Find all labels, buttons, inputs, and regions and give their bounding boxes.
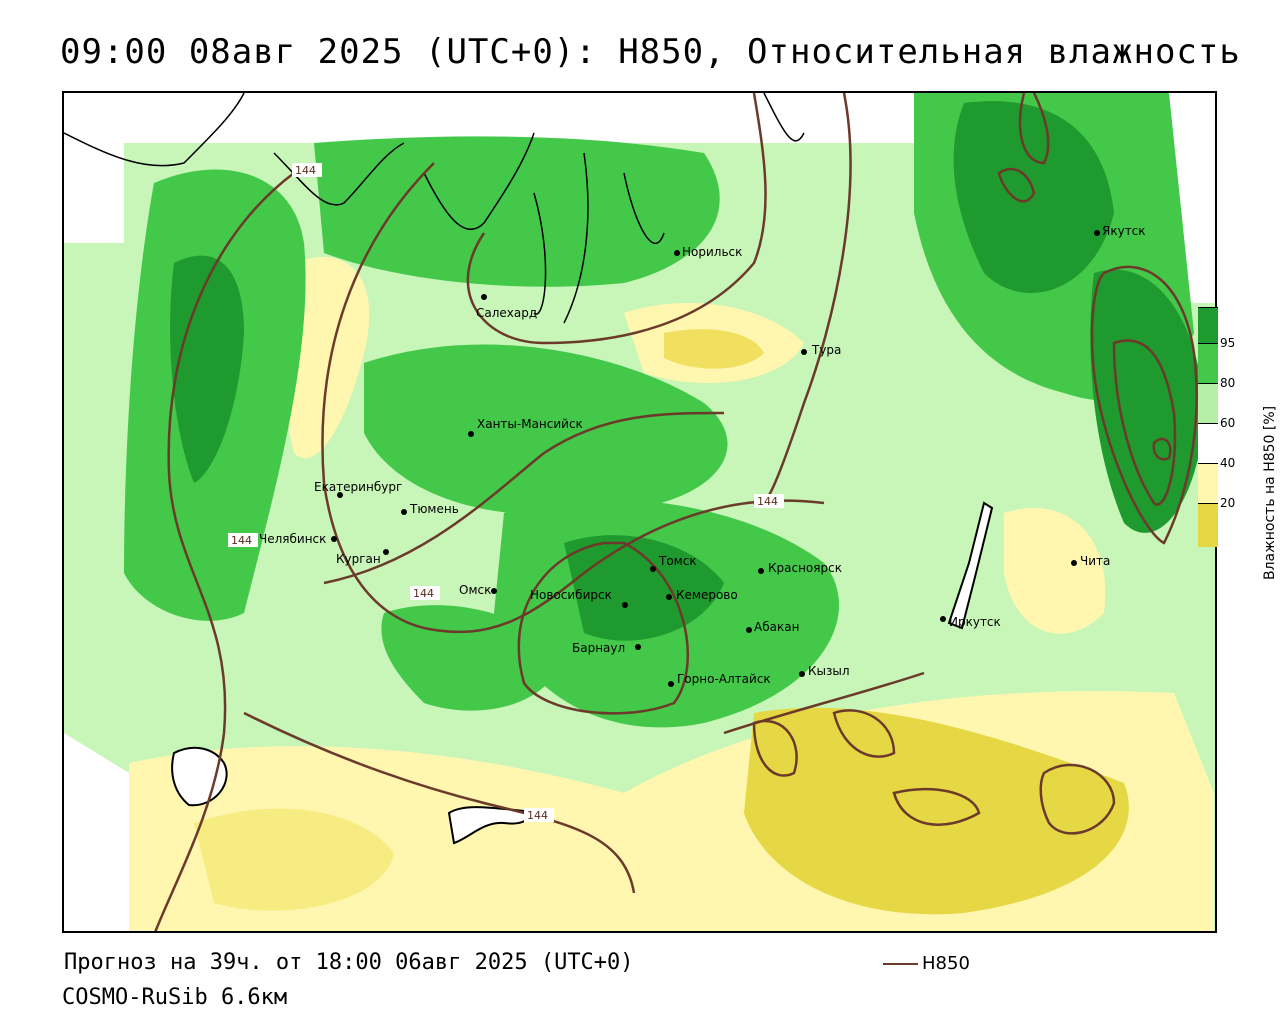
city-label: Екатеринбург bbox=[314, 480, 402, 494]
contour-legend-label: H850 bbox=[922, 953, 970, 974]
contour-line bbox=[323, 411, 725, 585]
city-dot bbox=[491, 588, 497, 594]
contour-line bbox=[243, 711, 636, 894]
colorbar-tick: 40 bbox=[1220, 456, 1236, 470]
city-label: Новосибирск bbox=[530, 588, 612, 602]
wet-zone-altai bbox=[381, 605, 564, 711]
city-dot bbox=[940, 616, 946, 622]
city-dot bbox=[1094, 230, 1100, 236]
city-dot bbox=[622, 602, 628, 608]
city-dot bbox=[674, 250, 680, 256]
city-dot bbox=[401, 509, 407, 515]
city-label: Горно-Алтайск bbox=[677, 672, 771, 686]
wet-zone-north bbox=[314, 136, 720, 287]
contour-label-144: 144 bbox=[527, 809, 548, 822]
city-dot bbox=[337, 492, 343, 498]
city-label: Салехард bbox=[476, 306, 537, 320]
city-label: Тюмень bbox=[409, 502, 459, 516]
dry-zone-north-core bbox=[664, 329, 764, 369]
map-panel: 144 144 144 144 144 Норильск Якутск Сале… bbox=[62, 91, 1217, 933]
contour-line bbox=[1152, 437, 1172, 461]
contour-label-144: 144 bbox=[413, 587, 434, 600]
colorbar-segment bbox=[1198, 307, 1218, 343]
city-dot bbox=[746, 627, 752, 633]
city-label: Норильск bbox=[682, 245, 742, 259]
city-dot bbox=[666, 594, 672, 600]
city-label: Тура bbox=[811, 343, 841, 357]
colorbar-segment bbox=[1198, 423, 1218, 463]
city-label: Челябинск bbox=[259, 532, 326, 546]
city-label: Кызыл bbox=[808, 664, 850, 678]
city-label: Чита bbox=[1080, 554, 1110, 568]
colorbar-tick: 95 bbox=[1220, 336, 1236, 350]
colorbar-tick: 60 bbox=[1220, 416, 1236, 430]
city-label: Абакан bbox=[754, 620, 799, 634]
contour-label-144: 144 bbox=[231, 534, 252, 547]
colorbar-tick: 20 bbox=[1220, 496, 1236, 510]
city-dot bbox=[650, 566, 656, 572]
contour-line bbox=[1039, 763, 1116, 835]
city-markers: Норильск Якутск Салехард Тура Ханты-Манс… bbox=[259, 224, 1146, 687]
contour-line bbox=[321, 162, 825, 634]
colorbar-segment bbox=[1198, 463, 1218, 503]
city-dot bbox=[635, 644, 641, 650]
contour-line bbox=[466, 93, 767, 345]
wet-zone-siberia-core bbox=[564, 535, 724, 641]
city-dot bbox=[468, 431, 474, 437]
lake-baikal bbox=[947, 501, 994, 630]
city-dot bbox=[383, 549, 389, 555]
colorbar-segment bbox=[1198, 343, 1218, 383]
contour-label-144: 144 bbox=[295, 164, 316, 177]
contour-line bbox=[723, 671, 925, 735]
city-label: Ханты-Мансийск bbox=[477, 417, 583, 431]
dry-zone-core bbox=[744, 707, 1129, 915]
dry-zone-east bbox=[1004, 507, 1106, 634]
forecast-info: Прогноз на 39ч. от 18:00 06авг 2025 (UTC… bbox=[64, 950, 634, 975]
city-label: Омск bbox=[459, 583, 491, 597]
city-dot bbox=[758, 568, 764, 574]
city-label: Кемерово bbox=[676, 588, 738, 602]
colorbar bbox=[1198, 307, 1218, 547]
city-label: Якутск bbox=[1102, 224, 1146, 238]
city-dot bbox=[481, 294, 487, 300]
lake-balkhash bbox=[447, 806, 529, 845]
contour-line bbox=[1018, 93, 1050, 165]
contour-labels: 144 144 144 144 144 bbox=[228, 163, 784, 822]
map-title: 09:00 08авг 2025 (UTC+0): H850, Относите… bbox=[60, 32, 1241, 72]
contour-line bbox=[997, 167, 1036, 203]
wet-zone-west-core bbox=[170, 255, 244, 483]
contour-line bbox=[892, 787, 981, 826]
coastline bbox=[64, 93, 805, 324]
contour-line bbox=[1090, 265, 1198, 545]
city-dot bbox=[331, 536, 337, 542]
city-label: Барнаул bbox=[572, 641, 625, 655]
dry-zone-west bbox=[194, 808, 394, 911]
contour-label-144: 144 bbox=[757, 495, 778, 508]
city-dot bbox=[1071, 560, 1077, 566]
contour-line bbox=[154, 172, 295, 931]
wet-zone-northeast-core bbox=[953, 101, 1114, 293]
colorbar-segment bbox=[1198, 383, 1218, 423]
model-name: COSMO-RuSib 6.6км bbox=[62, 985, 288, 1010]
h850-contours bbox=[154, 93, 1198, 931]
colorbar-title: Влажность на H850 [%] bbox=[1262, 405, 1278, 580]
city-label: Курган bbox=[336, 552, 381, 566]
contour-line bbox=[832, 709, 896, 758]
contour-legend-line bbox=[883, 963, 918, 965]
colorbar-tick: 80 bbox=[1220, 376, 1236, 390]
contour-line bbox=[752, 719, 798, 777]
city-label: Красноярск bbox=[768, 561, 842, 575]
wet-zone-central bbox=[364, 344, 728, 515]
contour-line bbox=[1112, 339, 1177, 506]
colorbar-segment bbox=[1198, 503, 1218, 547]
city-dot bbox=[801, 349, 807, 355]
contour-line bbox=[517, 541, 689, 715]
city-label: Иркутск bbox=[949, 615, 1001, 629]
city-label: Томск bbox=[658, 554, 697, 568]
humidity-map: 144 144 144 144 144 Норильск Якутск Сале… bbox=[64, 93, 1215, 931]
city-dot bbox=[668, 681, 674, 687]
city-dot bbox=[799, 671, 805, 677]
